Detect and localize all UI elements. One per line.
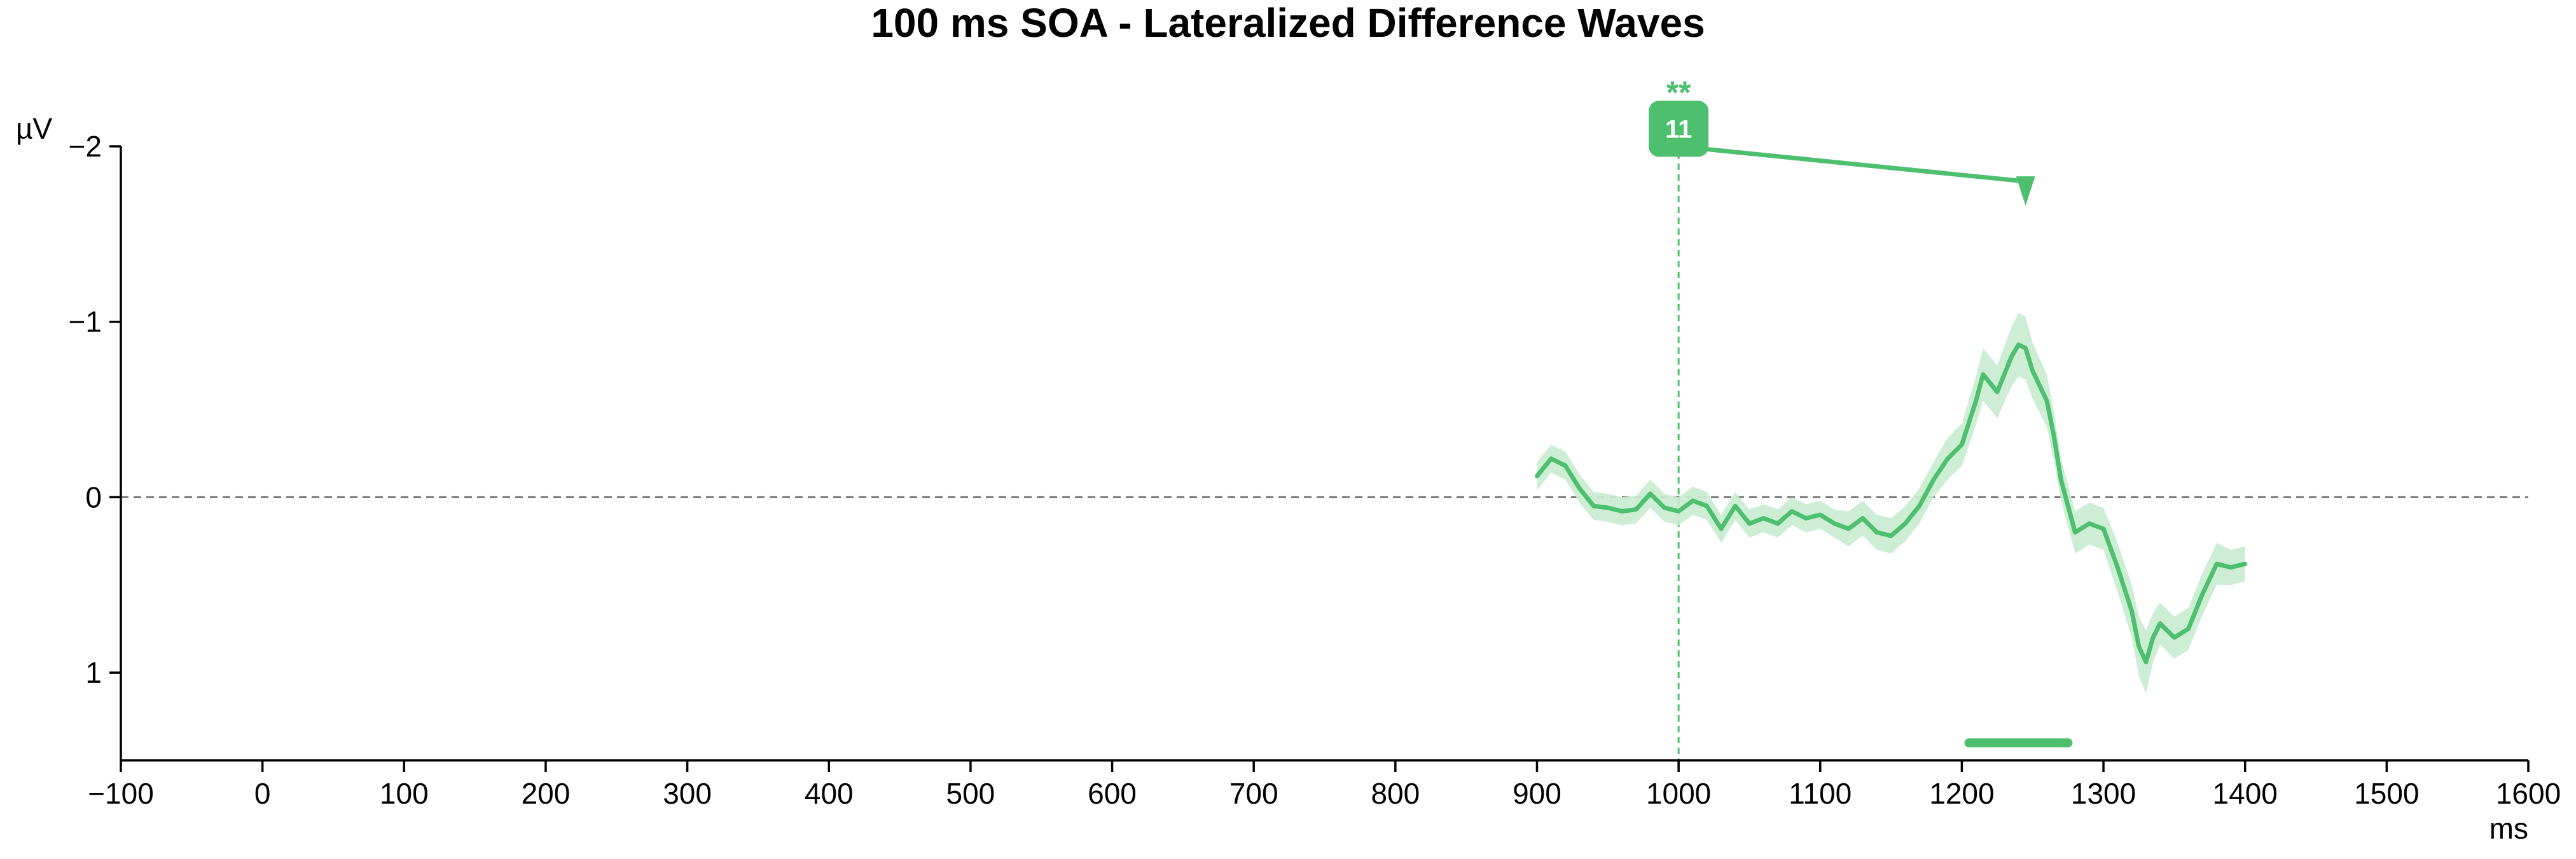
marker-arrowhead — [2016, 176, 2035, 206]
x-tick-label: 300 — [663, 777, 712, 810]
y-tick-label: 0 — [85, 480, 102, 513]
x-tick-label: 900 — [1513, 777, 1562, 810]
marker-label: 11 — [1665, 115, 1692, 143]
x-tick-label: 600 — [1088, 777, 1137, 810]
significance-stars: ** — [1666, 74, 1691, 110]
marker-badge — [1649, 101, 1709, 157]
y-axis-label: µV — [16, 112, 53, 145]
confidence-band — [1537, 312, 2245, 694]
x-tick-label: 1300 — [2071, 777, 2136, 810]
x-tick-label: −100 — [88, 777, 154, 810]
x-tick-label: 1000 — [1646, 777, 1711, 810]
x-tick-label: 200 — [522, 777, 571, 810]
x-tick-label: 1600 — [2496, 777, 2561, 810]
x-tick-label: 1100 — [1789, 777, 1852, 810]
x-tick-label: 400 — [805, 777, 854, 810]
chart-title: 100 ms SOA - Lateralized Difference Wave… — [871, 0, 1705, 46]
difference-wave-line — [1535, 342, 2248, 665]
x-tick-label: 100 — [380, 777, 429, 810]
x-tick-label: 500 — [946, 777, 995, 810]
y-tick-label: −1 — [69, 305, 102, 339]
y-tick-label: 1 — [85, 656, 102, 689]
plot-area: 11 ** −100 0 100 200 300 400 500 600 700 800 900 1000… — [69, 74, 2561, 810]
x-axis-label: ms — [2489, 812, 2528, 845]
x-tick-label: 1200 — [1929, 777, 1994, 810]
x-tick-label: 0 — [254, 777, 271, 810]
x-tick-label: 700 — [1229, 777, 1278, 810]
marker-link-line — [1678, 144, 2026, 184]
x-tick-label: 800 — [1371, 777, 1420, 810]
x-tick-label: 1400 — [2213, 777, 2278, 810]
x-tick-label: 1500 — [2354, 777, 2419, 810]
y-tick-label: −2 — [69, 130, 102, 163]
